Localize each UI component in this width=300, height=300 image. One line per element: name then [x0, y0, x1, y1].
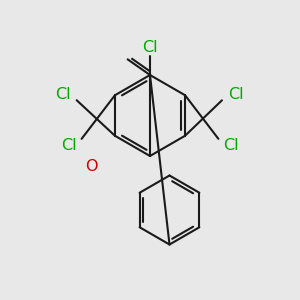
- Text: O: O: [85, 159, 98, 174]
- Text: Cl: Cl: [224, 138, 239, 153]
- Text: Cl: Cl: [228, 87, 244, 102]
- Text: Cl: Cl: [61, 138, 76, 153]
- Text: Cl: Cl: [142, 40, 158, 56]
- Text: Cl: Cl: [55, 87, 70, 102]
